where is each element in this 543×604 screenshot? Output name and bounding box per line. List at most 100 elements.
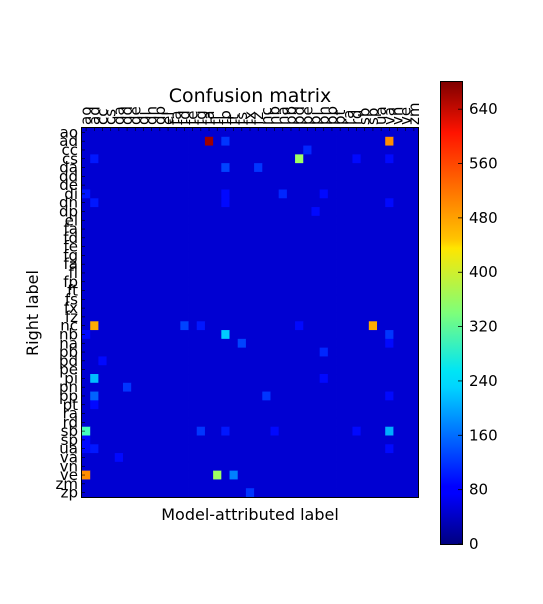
heatmap-cell xyxy=(131,347,140,357)
heatmap-cell xyxy=(303,163,312,173)
heatmap-cell xyxy=(147,312,157,322)
heatmap-cell xyxy=(327,215,337,226)
heatmap-cell xyxy=(344,294,353,305)
heatmap-cell xyxy=(303,321,312,331)
heatmap-cell xyxy=(377,251,386,261)
heatmap-cell xyxy=(286,321,296,331)
heatmap-cell xyxy=(319,382,329,392)
heatmap-cell xyxy=(180,461,189,472)
heatmap-cell xyxy=(311,409,321,419)
heatmap-cell xyxy=(393,426,403,436)
heatmap-cell xyxy=(368,321,378,331)
heatmap-cell xyxy=(114,189,124,199)
heatmap-cell xyxy=(270,251,280,261)
heatmap-cell xyxy=(131,294,140,305)
heatmap-cell xyxy=(114,303,124,313)
heatmap-cell xyxy=(98,294,107,305)
heatmap-cell xyxy=(139,286,148,296)
heatmap-cell xyxy=(311,356,321,366)
heatmap-cell xyxy=(106,233,116,243)
heatmap-cell xyxy=(139,224,148,234)
heatmap-cell xyxy=(147,154,157,164)
heatmap-cell xyxy=(114,444,124,454)
heatmap-cell xyxy=(245,286,255,296)
heatmap-cell xyxy=(188,391,198,401)
heatmap-cell xyxy=(122,400,132,410)
heatmap-cell xyxy=(204,347,214,357)
heatmap-cell xyxy=(336,224,345,234)
heatmap-cell xyxy=(82,136,91,146)
heatmap-cell xyxy=(172,461,181,472)
heatmap-cell xyxy=(155,321,165,331)
heatmap-cell xyxy=(237,409,247,419)
heatmap-cell xyxy=(229,294,239,305)
heatmap-cell xyxy=(393,171,403,182)
heatmap-cell xyxy=(229,189,239,199)
heatmap-cell xyxy=(278,198,288,208)
heatmap-cell xyxy=(82,374,91,384)
heatmap-cell xyxy=(155,198,165,208)
heatmap-cell xyxy=(139,233,148,243)
heatmap-cell xyxy=(360,365,370,375)
heatmap-cell xyxy=(131,461,140,472)
heatmap-cell xyxy=(98,417,107,428)
heatmap-cell xyxy=(368,365,378,375)
heatmap-cell xyxy=(336,356,345,366)
heatmap-cell xyxy=(311,145,321,155)
heatmap-cell xyxy=(401,242,411,252)
heatmap-cell xyxy=(401,128,411,138)
heatmap-cell xyxy=(295,409,304,419)
heatmap-cell xyxy=(254,224,263,234)
heatmap-cell xyxy=(278,171,288,182)
heatmap-cell xyxy=(114,145,124,155)
heatmap-cell xyxy=(327,259,337,269)
heatmap-cell xyxy=(196,479,206,489)
heatmap-cell xyxy=(139,382,148,392)
heatmap-cell xyxy=(409,453,419,463)
heatmap-cell xyxy=(204,426,214,436)
heatmap-cell xyxy=(344,303,353,313)
heatmap-cell xyxy=(237,242,247,252)
heatmap-cell xyxy=(377,453,386,463)
heatmap-cell xyxy=(98,163,107,173)
heatmap-cell xyxy=(180,171,189,182)
heatmap-cell xyxy=(377,488,386,498)
heatmap-cell xyxy=(368,154,378,164)
heatmap-cell xyxy=(377,268,386,278)
heatmap-cell xyxy=(311,417,321,428)
heatmap-cell xyxy=(237,294,247,305)
heatmap-cell xyxy=(360,338,370,349)
heatmap-cell xyxy=(114,426,124,436)
heatmap-cell xyxy=(237,145,247,155)
heatmap-cell xyxy=(172,303,181,313)
heatmap-cell xyxy=(393,435,403,445)
heatmap-cell xyxy=(172,224,181,234)
heatmap-cell xyxy=(237,391,247,401)
heatmap-cell xyxy=(90,242,99,252)
heatmap-cell xyxy=(311,251,321,261)
heatmap-cell xyxy=(237,251,247,261)
heatmap-cell xyxy=(229,330,239,340)
heatmap-cell xyxy=(344,171,353,182)
heatmap-cell xyxy=(254,171,263,182)
heatmap-cell xyxy=(286,312,296,322)
heatmap-cell xyxy=(295,426,304,436)
heatmap-cell xyxy=(90,163,99,173)
heatmap-cell xyxy=(147,435,157,445)
heatmap-cell xyxy=(229,453,239,463)
heatmap-cell xyxy=(172,409,181,419)
heatmap-cell xyxy=(155,435,165,445)
heatmap-cell xyxy=(139,470,148,480)
heatmap-cell xyxy=(303,400,312,410)
heatmap-cell xyxy=(98,171,107,182)
heatmap-cell xyxy=(327,365,337,375)
y-tick-label: di xyxy=(64,185,78,203)
heatmap-cell xyxy=(172,233,181,243)
heatmap-cell xyxy=(180,312,189,322)
heatmap-cell xyxy=(245,382,255,392)
heatmap-cell xyxy=(385,163,394,173)
heatmap-cell xyxy=(385,215,394,226)
heatmap-cell xyxy=(139,417,148,428)
heatmap-cell xyxy=(360,198,370,208)
heatmap-cell xyxy=(278,259,288,269)
